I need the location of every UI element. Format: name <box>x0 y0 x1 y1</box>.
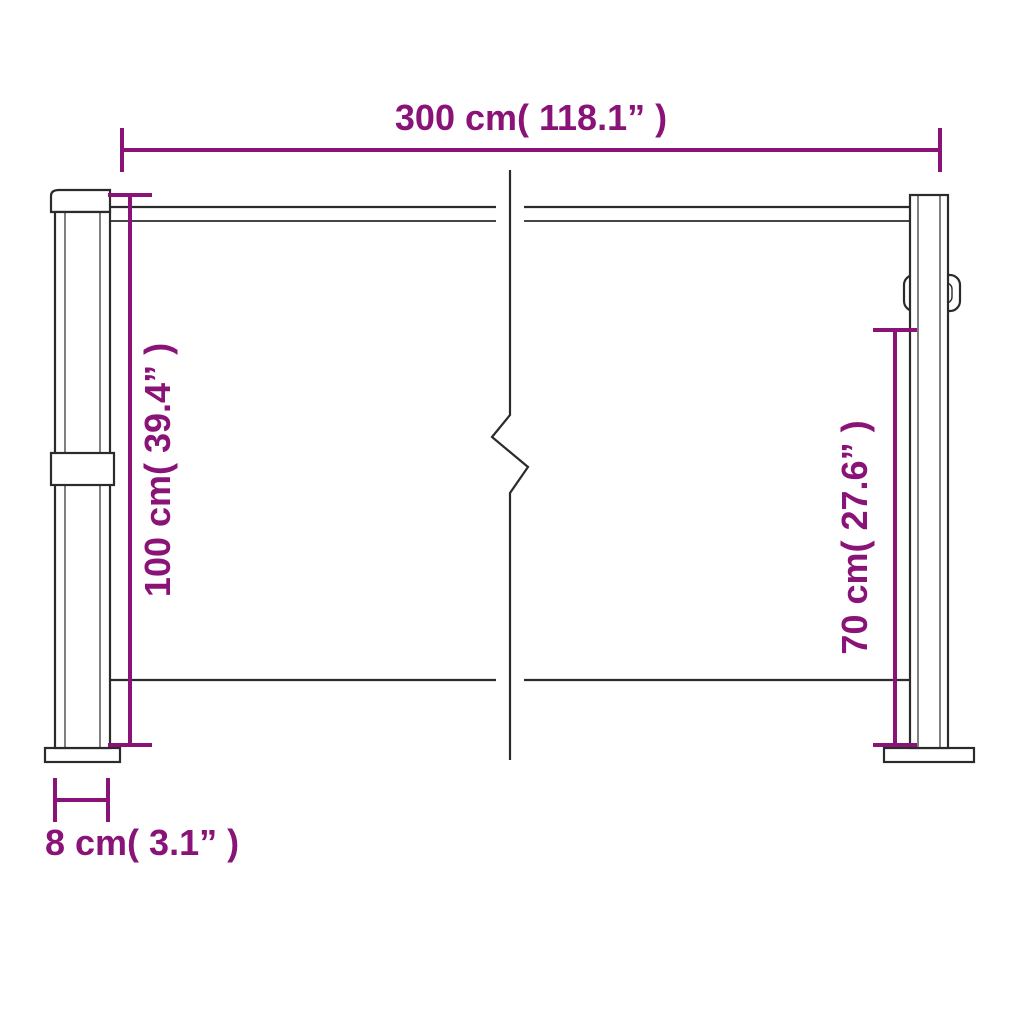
right-base <box>884 748 974 762</box>
dim-depth-label: 8 cm( 3.1” ) <box>45 822 239 863</box>
break-line <box>492 170 528 760</box>
product-drawing <box>51 170 960 760</box>
dim-height-left-label: 100 cm( 39.4” ) <box>137 343 178 597</box>
left-clamp <box>51 453 114 485</box>
right-post <box>910 195 948 748</box>
dim-width-label: 300 cm( 118.1” ) <box>395 97 667 138</box>
dim-height-right-label: 70 cm( 27.6” ) <box>834 420 875 654</box>
left-cap <box>51 190 110 212</box>
left-base <box>45 748 120 762</box>
